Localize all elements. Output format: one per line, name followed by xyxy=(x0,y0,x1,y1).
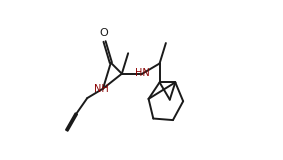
Text: HN: HN xyxy=(135,68,150,78)
Text: O: O xyxy=(100,28,109,38)
Text: NH: NH xyxy=(94,84,109,94)
